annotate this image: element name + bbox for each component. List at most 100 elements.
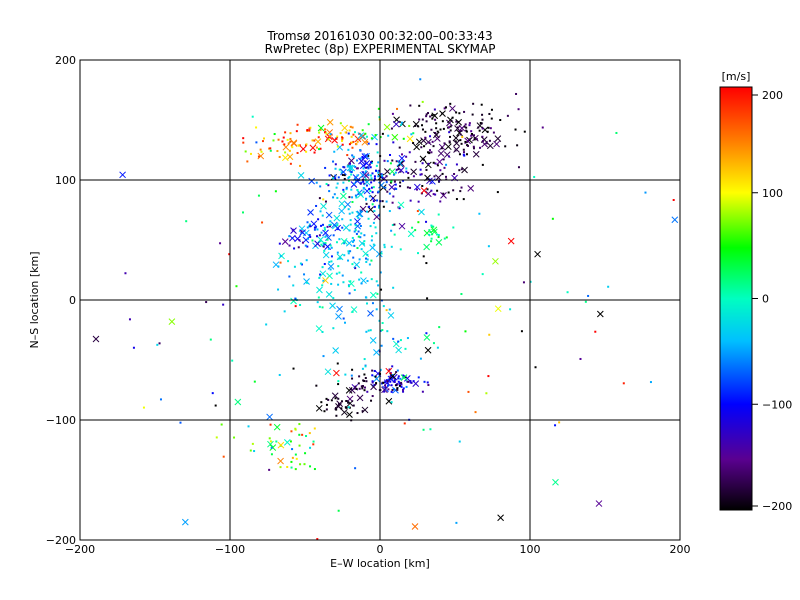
data-point-dot <box>396 387 399 390</box>
data-point-cross <box>363 160 371 167</box>
x-tick-label: −200 <box>65 543 95 556</box>
data-point-dot <box>558 421 561 424</box>
data-point-dot <box>432 161 435 164</box>
data-point-dot <box>399 339 402 342</box>
data-point-dot <box>386 330 389 333</box>
data-point-dot <box>343 166 346 169</box>
data-point-dot <box>363 380 366 383</box>
data-point-dot <box>453 172 456 175</box>
data-point-dot <box>375 164 378 167</box>
data-point-dot <box>316 538 319 541</box>
data-point-dot <box>365 135 368 138</box>
data-point-dot <box>373 210 376 213</box>
data-point-dot <box>349 170 352 173</box>
data-point-dot <box>391 159 394 162</box>
data-point-dot <box>384 384 387 387</box>
data-point-dot <box>393 223 396 226</box>
data-point-dot <box>359 157 362 160</box>
data-point-cross <box>347 280 355 288</box>
data-point-dot <box>399 181 402 184</box>
data-point-dot <box>341 226 344 229</box>
data-point-cross <box>290 140 298 147</box>
data-point-cross <box>344 201 352 208</box>
data-point-dot <box>319 210 322 213</box>
data-point-dot <box>399 170 402 173</box>
data-point-dot <box>427 151 430 154</box>
data-point-dot <box>313 151 316 154</box>
data-point-dot <box>432 193 435 196</box>
data-point-dot <box>363 373 366 376</box>
data-point-dot <box>375 280 378 283</box>
data-point-dot <box>385 181 388 184</box>
data-point-dot <box>279 255 282 258</box>
data-point-dot <box>367 167 370 170</box>
data-point-dot <box>367 142 370 145</box>
data-point-dot <box>342 190 345 193</box>
data-point-dot <box>364 178 367 181</box>
data-point-dot <box>349 219 352 222</box>
data-point-cross <box>362 250 370 258</box>
data-point-dot <box>288 275 291 278</box>
data-point-dot <box>347 252 350 255</box>
data-point-cross <box>324 368 332 376</box>
data-point-dot <box>323 262 326 265</box>
data-point-cross <box>338 200 346 208</box>
data-point-dot <box>393 233 396 236</box>
data-point-cross <box>314 138 322 146</box>
data-point-dot <box>360 232 363 235</box>
data-point-cross <box>494 305 502 313</box>
data-point-dot <box>286 465 289 468</box>
data-point-dot <box>351 146 354 149</box>
data-point-dot <box>353 182 356 185</box>
data-point-dot <box>354 224 357 227</box>
data-point-dot <box>392 337 395 340</box>
data-point-dot <box>336 362 339 365</box>
data-point-dot <box>362 186 365 189</box>
data-point-dot <box>554 424 557 427</box>
data-point-cross <box>356 394 364 402</box>
data-point-dot <box>436 233 439 236</box>
data-point-cross <box>315 404 323 412</box>
colorbar-tick-label: 200 <box>762 89 783 102</box>
data-point-dot <box>428 149 431 152</box>
data-point-dot <box>454 149 457 152</box>
data-point-dot <box>445 163 448 166</box>
colorbar-tick-label: 100 <box>762 187 783 200</box>
data-point-dot <box>398 207 401 210</box>
data-point-dot <box>382 381 385 384</box>
data-point-dot <box>430 224 433 227</box>
data-point-cross <box>297 172 305 179</box>
data-point-dot <box>379 271 382 274</box>
data-point-cross <box>234 398 242 406</box>
data-point-dot <box>390 245 393 248</box>
data-point-cross <box>413 183 421 191</box>
data-point-cross <box>453 146 460 153</box>
data-point-dot <box>409 199 412 202</box>
data-point-cross <box>596 310 604 318</box>
data-point-cross <box>277 441 285 449</box>
y-axis-label: N–S location [km] <box>28 251 41 348</box>
colorbar-ticks: 200 100 0 −100 −200 <box>752 89 792 513</box>
data-point-dot <box>353 230 356 233</box>
data-point-dot <box>426 188 429 191</box>
data-point-dot <box>442 158 445 161</box>
data-point-dot <box>257 155 260 158</box>
data-point-dot <box>330 246 333 249</box>
data-point-cross <box>497 514 504 522</box>
data-point-dot <box>318 197 321 200</box>
y-tick-label: 0 <box>69 294 76 307</box>
data-point-dot <box>374 226 377 229</box>
data-point-dot <box>380 344 383 347</box>
data-point-cross <box>181 518 189 526</box>
data-point-dot <box>284 151 287 154</box>
data-point-dot <box>336 145 339 148</box>
data-point-dot <box>231 359 234 362</box>
data-point-cross <box>308 177 316 185</box>
data-point-dot <box>456 126 459 129</box>
data-point-dot <box>353 289 356 292</box>
data-point-cross <box>340 168 347 176</box>
data-point-dot <box>348 292 351 295</box>
data-point-dot <box>350 173 353 176</box>
data-point-dot <box>364 386 367 389</box>
